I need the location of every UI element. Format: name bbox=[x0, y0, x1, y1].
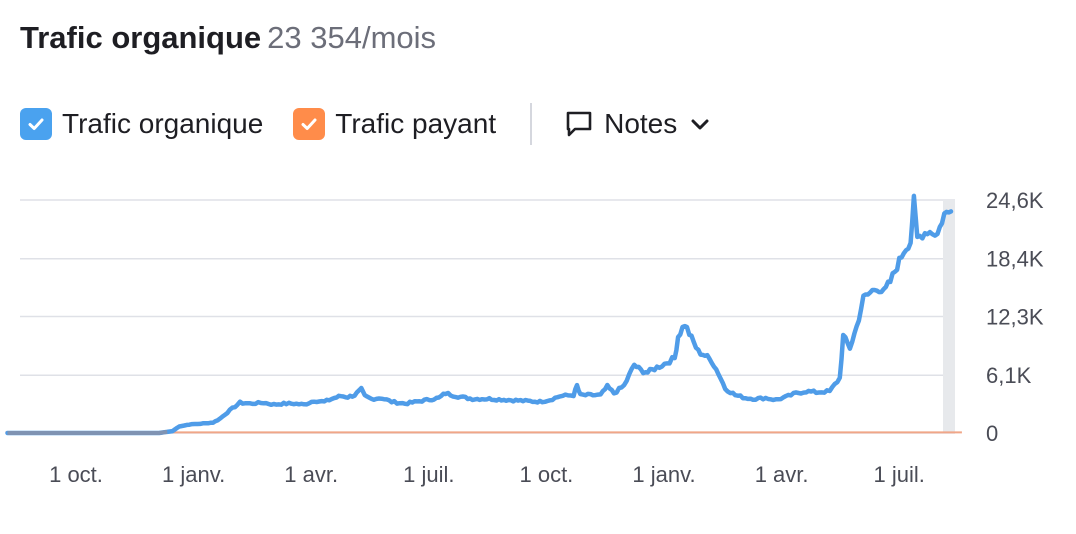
check-icon bbox=[301, 118, 317, 130]
traffic-chart: 24,6K 18,4K 12,3K 6,1K 0 1 oct. 1 janv. 1 avr.… bbox=[5, 188, 1044, 487]
legend: Trafic organique Trafic payant Notes bbox=[20, 100, 711, 148]
chart-series bbox=[5, 193, 962, 436]
x-tick-label: 1 juil. bbox=[403, 462, 454, 487]
y-tick-label: 24,6K bbox=[986, 188, 1044, 213]
y-axis: 24,6K 18,4K 12,3K 6,1K 0 bbox=[986, 188, 1044, 446]
x-axis: 1 oct. 1 janv. 1 avr. 1 juil. 1 oct. 1 janv. 1… bbox=[49, 462, 925, 487]
x-tick-label: 1 juil. bbox=[874, 462, 925, 487]
series-line-organic-baseline bbox=[7, 429, 168, 435]
check-icon bbox=[28, 118, 44, 130]
x-tick-label: 1 avr. bbox=[284, 462, 338, 487]
y-tick-label: 12,3K bbox=[986, 305, 1044, 330]
x-tick-label: 1 oct. bbox=[49, 462, 103, 487]
current-period-highlight bbox=[943, 200, 955, 433]
chart-title: Trafic organique 23 354/mois bbox=[20, 20, 436, 56]
x-tick-label: 1 janv. bbox=[632, 462, 695, 487]
notes-label: Notes bbox=[604, 108, 678, 139]
legend-label-organic: Trafic organique bbox=[62, 108, 264, 139]
legend-item-paid[interactable]: Trafic payant bbox=[293, 108, 496, 140]
y-tick-label: 18,4K bbox=[986, 247, 1044, 272]
comment-icon bbox=[566, 111, 592, 137]
x-tick-label: 1 janv. bbox=[162, 462, 225, 487]
checkbox-organic[interactable] bbox=[20, 108, 52, 140]
legend-divider bbox=[530, 103, 533, 145]
notes-dropdown[interactable]: Notes bbox=[564, 108, 711, 140]
legend-label-paid: Trafic payant bbox=[335, 108, 497, 139]
checkbox-paid[interactable] bbox=[293, 108, 326, 140]
title-label: Trafic organique bbox=[20, 20, 262, 55]
x-tick-label: 1 oct. bbox=[519, 462, 573, 487]
chevron-down-icon bbox=[691, 119, 709, 130]
legend-item-organic[interactable]: Trafic organique bbox=[20, 108, 263, 140]
y-tick-label: 6,1K bbox=[986, 363, 1032, 388]
title-value: 23 354/mois bbox=[267, 20, 437, 55]
x-tick-label: 1 avr. bbox=[755, 462, 809, 487]
y-tick-label: 0 bbox=[986, 421, 998, 446]
series-line-organic bbox=[5, 193, 954, 436]
